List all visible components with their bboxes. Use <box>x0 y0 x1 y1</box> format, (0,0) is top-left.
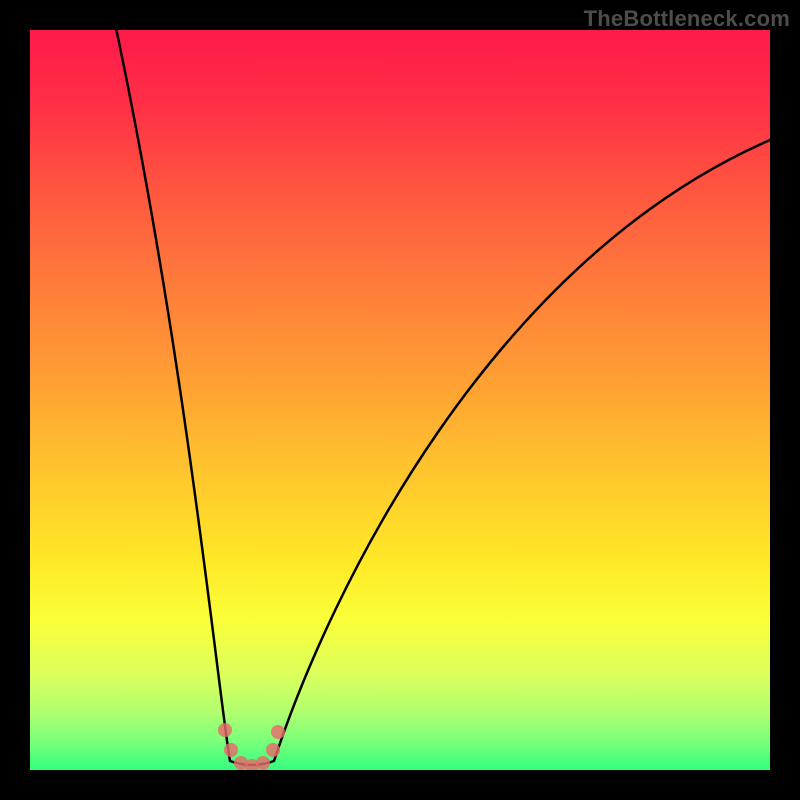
bottleneck-chart <box>0 0 800 800</box>
trough-marker <box>224 743 238 757</box>
trough-marker <box>266 743 280 757</box>
plot-background-gradient <box>30 30 770 770</box>
trough-marker <box>218 723 232 737</box>
trough-marker <box>271 725 285 739</box>
trough-marker <box>256 756 270 770</box>
